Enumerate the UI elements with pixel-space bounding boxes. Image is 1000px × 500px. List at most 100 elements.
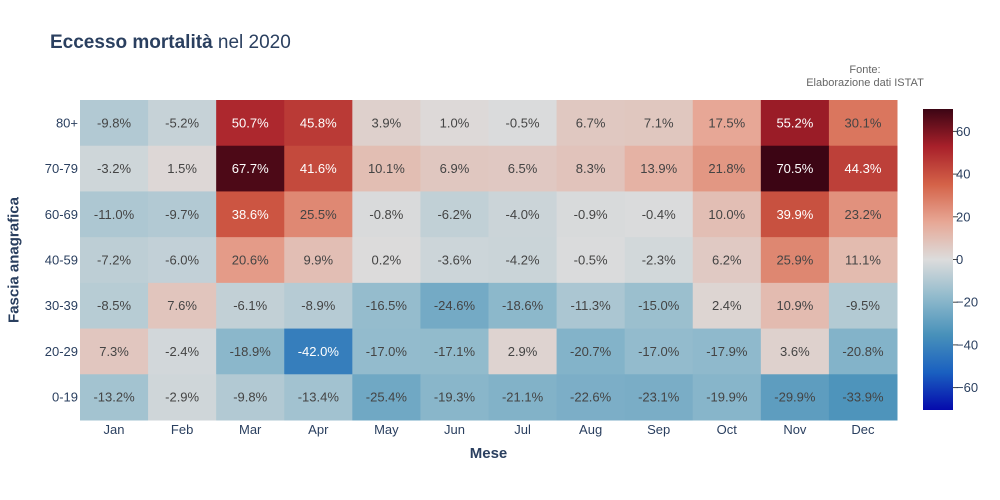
cell-value-label: 8.3% <box>576 161 606 176</box>
cell-value-label: 70.5% <box>776 161 813 176</box>
cell-value-label: -15.0% <box>638 298 680 313</box>
heatmap-cell <box>420 328 489 375</box>
heatmap-cell <box>488 374 558 421</box>
heatmap-cell-labels: -9.8% -5.2% 50.7% 45.8% 3.9% 1.0% -0.5% 6.7% 7.1… <box>93 115 884 404</box>
heatmap-cell <box>624 100 694 147</box>
source-line-2: Elaborazione dati ISTAT <box>806 77 924 89</box>
cell-value-label: 3.9% <box>372 115 402 130</box>
heatmap-cell <box>284 374 353 421</box>
heatmap-cell <box>556 328 626 375</box>
cell-value-label: 2.9% <box>508 344 538 359</box>
cell-value-label: -24.6% <box>434 298 476 313</box>
heatmap-cell <box>80 374 149 421</box>
heatmap-cell <box>80 145 149 192</box>
heatmap-cell <box>556 282 626 330</box>
heatmap-cell <box>284 191 353 238</box>
heatmap-cell <box>624 328 694 375</box>
cell-value-label: -0.5% <box>506 115 540 130</box>
heatmap-cell <box>760 282 830 330</box>
cell-value-label: 9.9% <box>303 253 333 268</box>
cell-value-label: -0.4% <box>642 207 676 222</box>
heatmap-cell <box>488 191 558 238</box>
heatmap-cell <box>488 237 558 284</box>
cell-value-label: 10.1% <box>368 161 405 176</box>
cell-value-label: -9.8% <box>233 390 267 405</box>
heatmap-cell <box>148 282 217 330</box>
heatmap-cell <box>284 237 353 284</box>
cell-value-label: -11.3% <box>571 298 612 313</box>
cell-value-label: 44.3% <box>845 161 882 176</box>
cell-value-label: -4.2% <box>506 253 540 268</box>
cell-value-label: 13.9% <box>640 161 677 176</box>
cell-value-label: -9.8% <box>97 115 131 130</box>
heatmap-cell <box>692 237 762 284</box>
heatmap-cell <box>148 191 217 238</box>
heatmap-cell <box>352 191 421 238</box>
cell-value-label: -6.2% <box>437 207 471 222</box>
cell-value-label: -18.9% <box>230 344 272 359</box>
heatmap-cell <box>216 145 285 192</box>
cell-value-label: -21.1% <box>502 390 544 405</box>
colorbar-tick-label: −60 <box>956 380 978 395</box>
heatmap-cell <box>216 328 285 375</box>
cell-value-label: -9.7% <box>165 207 199 222</box>
chart-title-bold: Eccesso mortalità <box>50 32 213 53</box>
heatmap-cell <box>148 145 217 192</box>
cell-value-label: 6.9% <box>440 161 470 176</box>
cell-value-label: -8.5% <box>97 298 131 313</box>
colorbar-tick-label: −40 <box>956 337 978 352</box>
x-tick-label: Jun <box>444 422 465 437</box>
cell-value-label: -6.1% <box>233 298 267 313</box>
heatmap-cell <box>692 100 762 147</box>
heatmap-cell <box>692 145 762 192</box>
cell-value-label: 17.5% <box>708 115 745 130</box>
heatmap-cell <box>352 374 421 421</box>
x-axis-ticks: Jan Feb Mar Apr May Jun Jul Aug Sep Oct Nov Dec <box>104 422 875 437</box>
heatmap-cell <box>284 328 353 375</box>
x-tick-label: May <box>374 422 399 437</box>
heatmap-cell <box>352 100 421 147</box>
colorbar-tick-label: −20 <box>956 295 978 310</box>
cell-value-label: 23.2% <box>845 207 882 222</box>
heatmap-cell <box>828 282 898 330</box>
x-tick-label: Sep <box>647 422 670 437</box>
cell-value-label: 11.1% <box>845 253 881 268</box>
x-tick-label: Dec <box>851 422 875 437</box>
cell-value-label: -23.1% <box>638 390 680 405</box>
cell-value-label: -8.9% <box>301 298 335 313</box>
colorbar-ticks: 60 40 20 0 −20 −40 −60 <box>953 124 978 395</box>
heatmap-cell <box>624 374 694 421</box>
cell-value-label: 7.1% <box>644 115 674 130</box>
cell-value-label: -42.0% <box>298 344 340 359</box>
heatmap-cell <box>488 282 558 330</box>
heatmap-cell <box>760 237 830 284</box>
heatmap-cell <box>556 191 626 238</box>
cell-value-label: 0.2% <box>372 253 402 268</box>
x-axis-title: Mese <box>469 445 508 462</box>
heatmap-cell <box>624 237 694 284</box>
heatmap-cell <box>80 237 149 284</box>
source-line-1: Fonte: <box>849 64 881 76</box>
cell-value-label: 39.9% <box>776 207 813 222</box>
heatmap-cell <box>692 374 762 421</box>
heatmap-cell <box>148 237 217 284</box>
y-tick-label: 70-79 <box>45 161 78 176</box>
cell-value-label: -13.4% <box>298 390 340 405</box>
heatmap-cell <box>284 145 353 192</box>
heatmap-cell <box>624 191 694 238</box>
heatmap-cell <box>352 145 421 192</box>
cell-value-label: 7.6% <box>167 298 197 313</box>
y-tick-label: 40-59 <box>45 253 78 268</box>
y-tick-label: 0-19 <box>52 390 78 405</box>
x-tick-label: Apr <box>308 422 329 437</box>
cell-value-label: -17.1% <box>434 344 476 359</box>
y-tick-label: 20-29 <box>45 344 78 359</box>
cell-value-label: 2.4% <box>712 298 742 313</box>
chart-title: Eccesso mortalità nel 2020 <box>50 32 291 54</box>
heatmap-cell <box>80 191 149 238</box>
cell-value-label: -6.0% <box>165 253 199 268</box>
x-tick-label: Nov <box>783 422 807 437</box>
heatmap-cell <box>216 191 285 238</box>
cell-value-label: -13.2% <box>93 390 135 405</box>
heatmap-cell <box>352 237 421 284</box>
